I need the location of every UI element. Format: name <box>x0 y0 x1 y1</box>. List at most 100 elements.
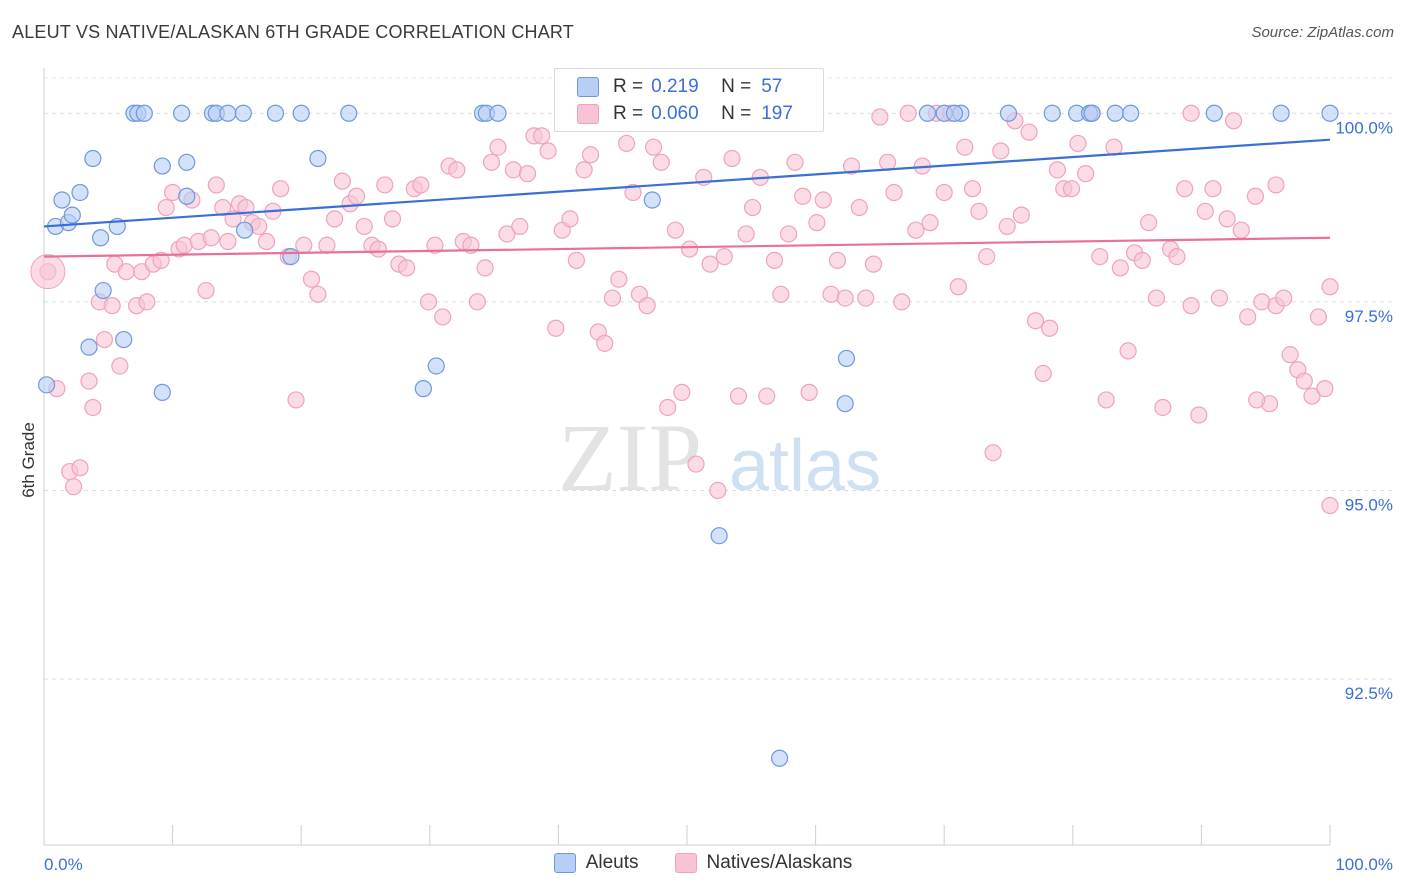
natives-point <box>476 259 494 277</box>
y-tick-label: 97.5% <box>1345 307 1393 326</box>
aleuts-point <box>1043 104 1061 122</box>
x-tick-label-max: 100.0% <box>1335 855 1393 874</box>
natives-point <box>1176 180 1194 198</box>
natives-point <box>1020 123 1038 141</box>
aleuts-swatch <box>577 77 599 97</box>
natives-point <box>214 198 232 217</box>
legend-item-aleuts[interactable]: Aleuts <box>553 852 639 874</box>
aleuts-point <box>91 229 110 247</box>
natives-point <box>1190 406 1208 424</box>
legend-row-natives: R = 0.060 N = 197 <box>577 102 793 126</box>
natives-point <box>1147 289 1165 307</box>
natives-point <box>30 254 66 290</box>
aleuts-point <box>489 104 507 122</box>
natives-point <box>202 229 220 247</box>
natives-point <box>434 308 452 326</box>
y-tick-label: 100.0% <box>1335 118 1393 137</box>
natives-point <box>1309 308 1328 326</box>
y-tick-label: 95.0% <box>1345 495 1393 514</box>
natives-point <box>978 247 996 266</box>
natives-point <box>610 270 628 288</box>
natives-point <box>412 176 430 194</box>
aleuts-point <box>414 380 432 398</box>
legend-item-natives[interactable]: Natives/Alaskans <box>674 852 853 874</box>
natives-point <box>219 232 237 251</box>
natives-point <box>857 289 875 307</box>
natives-point <box>779 225 798 243</box>
natives-point <box>1182 297 1200 315</box>
natives-point <box>921 214 939 232</box>
natives-point <box>617 134 636 153</box>
natives-point <box>157 198 175 217</box>
r-value: 0.219 <box>651 76 699 97</box>
natives-point <box>1196 202 1214 220</box>
aleuts-point <box>80 338 98 356</box>
natives-point <box>1248 391 1266 409</box>
natives-point <box>355 217 373 236</box>
natives-point <box>152 251 170 269</box>
r-label: R = <box>613 103 644 124</box>
natives-point <box>935 183 953 202</box>
aleuts-point <box>234 104 252 122</box>
aleuts-point <box>53 191 71 209</box>
watermark-atlas: atlas <box>729 426 881 506</box>
aleuts-point <box>71 183 89 202</box>
source-label: Source: ZipAtlas.com <box>1251 24 1394 41</box>
aleuts-point <box>266 104 285 122</box>
natives-point <box>347 187 366 205</box>
natives-point <box>850 198 868 217</box>
natives-swatch <box>674 853 697 873</box>
natives-point <box>1119 342 1137 360</box>
natives-point <box>426 236 444 254</box>
natives-point <box>518 165 537 183</box>
natives-point <box>138 293 156 311</box>
natives-point <box>567 251 586 269</box>
natives-point <box>272 180 290 198</box>
natives-point <box>652 153 670 171</box>
natives-point <box>659 398 677 417</box>
aleuts-point <box>1205 104 1223 122</box>
natives-point <box>638 297 656 315</box>
series-legend: Aleuts Natives/Alaskans <box>0 852 1406 874</box>
natives-point <box>498 225 516 243</box>
aleuts-point <box>63 206 81 224</box>
natives-point <box>175 236 193 254</box>
gridlines <box>44 77 1392 680</box>
n-label: N = <box>721 76 752 97</box>
aleuts-point <box>999 104 1018 122</box>
natives-point <box>84 398 102 417</box>
natives-point <box>1133 251 1151 269</box>
natives-point <box>1204 180 1222 198</box>
natives-point <box>1303 387 1321 405</box>
aleuts-point <box>153 383 171 401</box>
watermark: ZIP atlas <box>558 404 881 511</box>
natives-point <box>1295 372 1313 390</box>
natives-point <box>1210 289 1229 307</box>
natives-point <box>468 293 486 311</box>
natives-point <box>800 383 818 401</box>
legend-label-natives: Natives/Alaskans <box>706 852 853 873</box>
natives-point <box>539 142 557 160</box>
natives-point <box>1239 308 1257 326</box>
aleuts-point <box>153 157 171 175</box>
aleuts-point <box>918 104 937 122</box>
natives-point <box>715 247 733 266</box>
aleuts-point <box>945 104 964 122</box>
chart-title: ALEUT VS NATIVE/ALASKAN 6TH GRADE CORREL… <box>12 22 574 42</box>
natives-point <box>489 138 507 156</box>
natives-point <box>1218 210 1236 228</box>
natives-point <box>575 161 593 179</box>
aleuts-point <box>836 395 854 413</box>
aleuts-point <box>837 349 856 368</box>
natives-point <box>1232 221 1250 239</box>
watermark-zip: ZIP <box>558 404 702 511</box>
natives-point <box>1182 104 1200 122</box>
natives-point <box>1281 346 1299 364</box>
aleuts-point <box>236 221 254 239</box>
natives-point <box>794 187 812 205</box>
natives-point <box>111 357 129 375</box>
natives-point <box>164 183 182 202</box>
aleuts-swatch <box>553 853 576 873</box>
natives-point <box>843 157 861 175</box>
